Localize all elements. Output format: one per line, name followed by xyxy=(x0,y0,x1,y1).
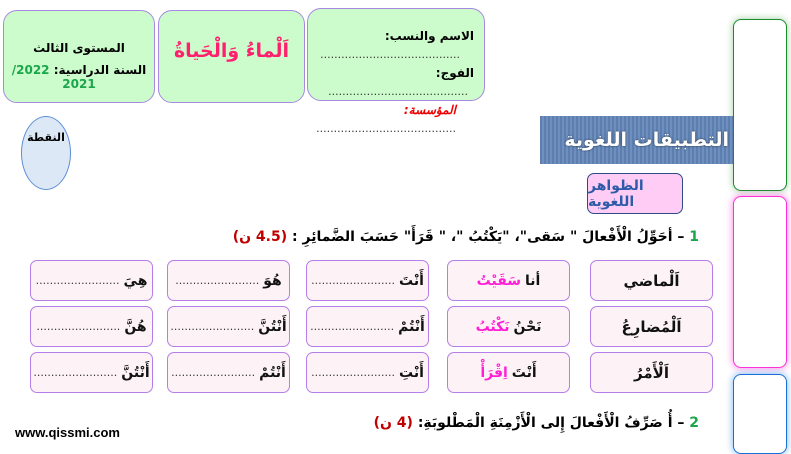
example-verb: اِقْرَأْ xyxy=(480,364,508,381)
example-verb: سَقَيْتُ xyxy=(476,272,522,289)
title-box: اَلْماءُ وَالْحَياةُ xyxy=(158,10,305,103)
pronoun: هُوَ xyxy=(263,272,282,289)
answer-cell[interactable]: أَنْتُمْ........................ xyxy=(306,306,429,347)
answer-blank: ........................ xyxy=(170,320,255,333)
answer-blank: ........................ xyxy=(36,320,121,333)
answer-cell[interactable]: أَنْتُنَّ........................ xyxy=(167,306,290,347)
pronoun: هُنَّ xyxy=(124,318,147,335)
subsection-label: الظواهر اللغوية xyxy=(587,173,683,214)
question-points: (4.5 ن) xyxy=(232,229,288,245)
example-verb: نَكْتُبُ xyxy=(475,318,510,335)
answer-blank: ........................ xyxy=(35,274,120,287)
answer-blank: ........................ xyxy=(311,274,396,287)
tense-cell: اَلْمُضارِعُ xyxy=(590,306,713,347)
name-dots: ........................................ xyxy=(320,48,460,61)
question-text: – أحَوِّلُ الْأَفْعالَ " سَقى"، "يَكْتُب… xyxy=(292,229,685,245)
answer-blank: ........................ xyxy=(311,366,396,379)
pronoun: أَنْتُمْ xyxy=(398,318,425,335)
answer-cell[interactable]: أَنْتَ........................ xyxy=(306,260,429,301)
question-2: 2 – أُ صَرِّفُ الْأَفْعالَ إِلى الْأَزْم… xyxy=(374,415,699,431)
pronoun: أَنْتُمْ xyxy=(259,364,286,381)
answer-cell[interactable]: هُنَّ........................ xyxy=(30,306,153,347)
example-pronoun: نَحْنُ xyxy=(513,318,542,335)
section-banner: التطبيقات اللغوية xyxy=(540,116,733,164)
answer-cell[interactable]: أَنْتُنَّ........................ xyxy=(30,352,153,393)
group-field[interactable]: الفوج: .................................… xyxy=(308,64,474,101)
side-tab-blue xyxy=(733,374,787,454)
pronoun: هِيَ xyxy=(123,272,148,289)
tense-label: اَلْماضي xyxy=(623,271,680,290)
pronoun: أَنْتِ xyxy=(399,364,424,381)
group-dots: ........................................ xyxy=(328,85,468,98)
section-banner-text: التطبيقات اللغوية xyxy=(564,129,729,151)
question-1: 1 – أحَوِّلُ الْأَفْعالَ " سَقى"، "يَكْت… xyxy=(233,229,699,245)
year-value: 2022/ 2021 xyxy=(11,63,96,91)
pronoun: أَنْتُنَّ xyxy=(121,364,150,381)
answer-blank: ........................ xyxy=(171,366,256,379)
group-label: الفوج: xyxy=(435,66,474,80)
pronoun: أَنْتُنَّ xyxy=(258,318,287,335)
subsection-text: الظواهر اللغوية xyxy=(588,177,644,210)
question-number: 2 xyxy=(689,415,699,431)
school-year: السنة الدراسية: 2022/ 2021 xyxy=(4,63,154,91)
website-url[interactable]: www.qissmi.com xyxy=(15,425,120,440)
answer-blank: ........................ xyxy=(310,320,395,333)
tense-cell: اَلْأَمْرُ xyxy=(590,352,713,393)
answer-cell[interactable]: أَنْتُمْ........................ xyxy=(167,352,290,393)
answer-blank: ........................ xyxy=(175,274,260,287)
pronoun: أَنْتَ xyxy=(399,272,424,289)
example-pronoun: أَنْتَ xyxy=(511,364,537,381)
example-cell: أنا سَقَيْتُ xyxy=(447,260,570,301)
name-field[interactable]: الاسم والنسب: ..........................… xyxy=(308,27,474,64)
side-tab-pink xyxy=(733,196,787,368)
question-number: 1 xyxy=(689,229,699,245)
tense-cell: اَلْماضي xyxy=(590,260,713,301)
school-dots: ........................................ xyxy=(316,122,456,135)
question-points: (4 ن) xyxy=(373,415,413,431)
school-field[interactable]: المؤسسة: ...............................… xyxy=(308,101,474,138)
lesson-title: اَلْماءُ وَالْحَياةُ xyxy=(173,39,290,62)
answer-cell[interactable]: هُوَ........................ xyxy=(167,260,290,301)
grade-label: النقطة xyxy=(27,131,65,144)
tense-label: اَلْأَمْرُ xyxy=(634,363,669,382)
name-label: الاسم والنسب: xyxy=(384,29,474,43)
example-pronoun: أنا xyxy=(525,272,541,289)
answer-blank: ........................ xyxy=(33,366,118,379)
level-text: المستوى الثالث xyxy=(33,41,125,55)
student-info-box: الاسم والنسب: ..........................… xyxy=(307,8,485,135)
grade-circle: النقطة xyxy=(21,116,71,190)
answer-cell[interactable]: هِيَ........................ xyxy=(30,260,153,301)
level-box: المستوى الثالث السنة الدراسية: 2022/ 202… xyxy=(3,10,155,103)
example-cell: أَنْتَ اِقْرَأْ xyxy=(447,352,570,393)
school-label: المؤسسة: xyxy=(403,103,456,117)
question-text: – أُ صَرِّفُ الْأَفْعالَ إِلى الْأَزْمِن… xyxy=(417,415,685,431)
example-cell: نَحْنُ نَكْتُبُ xyxy=(447,306,570,347)
tense-label: اَلْمُضارِعُ xyxy=(621,317,682,336)
answer-cell[interactable]: أَنْتِ........................ xyxy=(306,352,429,393)
year-label: السنة الدراسية: xyxy=(53,63,147,77)
side-tab-green xyxy=(733,19,787,191)
